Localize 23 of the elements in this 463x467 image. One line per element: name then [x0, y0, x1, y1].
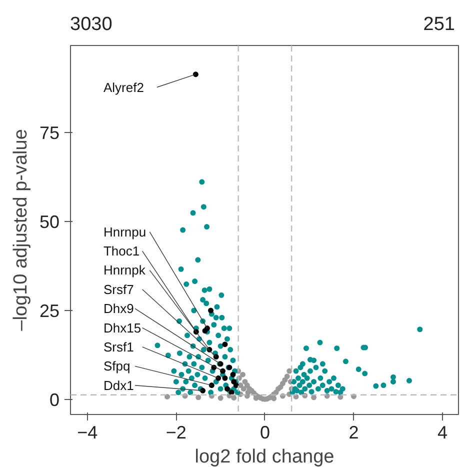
annotation: Thoc1: [103, 244, 140, 259]
annotation: Dhx9: [103, 301, 134, 316]
annotation: Srsf1: [103, 339, 134, 354]
y-axis-title: –log10 adjusted p-value: [10, 129, 32, 331]
text: 251: [423, 13, 455, 37]
text: 3030: [70, 13, 112, 37]
x-tick-label: 4: [438, 422, 448, 442]
annotation: Hnrnpk: [103, 262, 146, 278]
x-tick-label: 2: [348, 422, 359, 442]
x-tick-label: −4: [77, 422, 98, 442]
x-tick-label: −2: [166, 422, 186, 442]
x-axis-title: log2 fold change: [194, 446, 334, 467]
annotation: Ddx1: [103, 378, 134, 393]
y-tick-label: 25: [39, 300, 60, 321]
y-tick-label: 75: [39, 122, 60, 143]
annotation: Srsf7: [103, 282, 134, 297]
annotation: Alyref2: [103, 80, 144, 95]
x-tick-label: 0: [260, 422, 270, 442]
y-tick-label: 0: [49, 390, 60, 410]
annotation: Sfpq: [103, 358, 130, 374]
annotation: Hnrnpu: [103, 224, 146, 240]
annotation: Dhx15: [103, 320, 142, 336]
y-tick-label: 50: [39, 212, 60, 232]
